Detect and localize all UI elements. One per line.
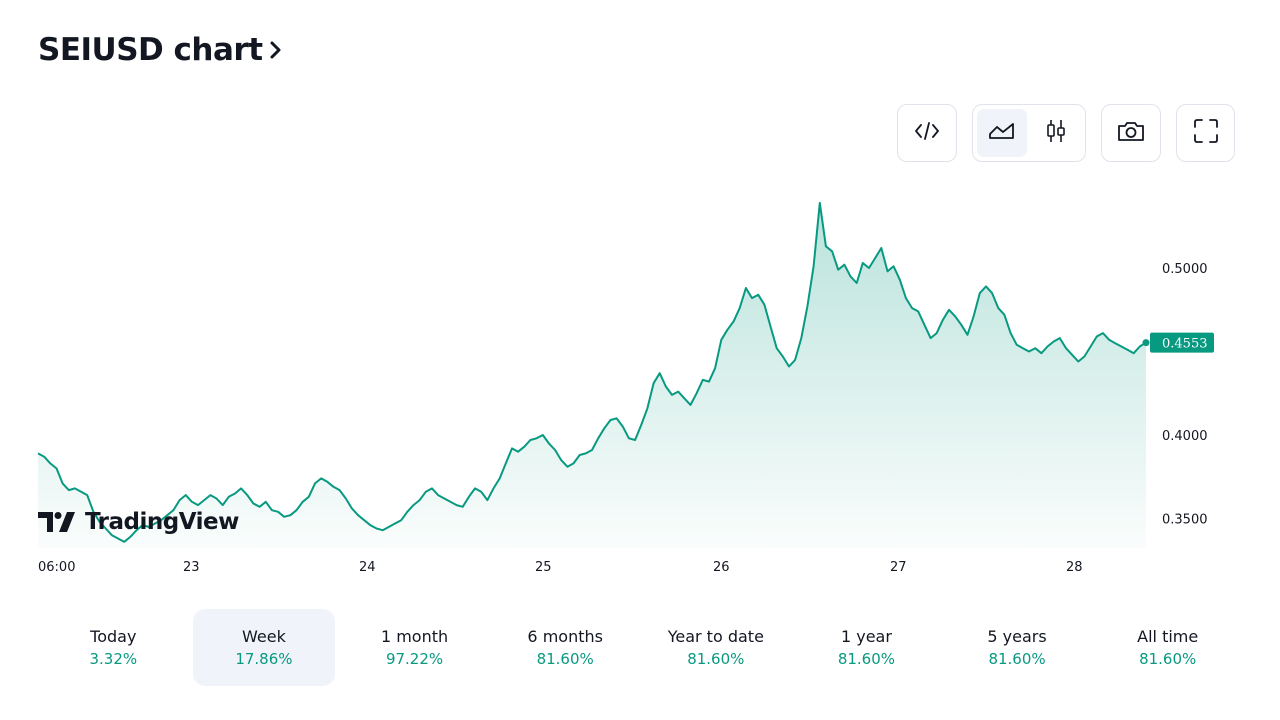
period-label: 5 years — [987, 626, 1047, 646]
x-tick-label: 23 — [183, 560, 200, 575]
area-fill — [38, 202, 1146, 548]
period-tab[interactable]: All time 81.60% — [1096, 609, 1239, 686]
chart-title-link[interactable]: SEIUSD chart — [38, 32, 283, 68]
period-label: 6 months — [527, 626, 603, 646]
period-change-value: 17.86% — [235, 649, 293, 668]
watermark-text: TradingView — [85, 509, 239, 535]
series-line — [37, 201, 1147, 543]
period-change-value: 97.22% — [385, 649, 444, 668]
period-label: Week — [242, 626, 286, 646]
chart-type-toggle — [972, 104, 1086, 162]
period-tab[interactable]: Today 3.32% — [42, 609, 185, 686]
last-price-label: 0.4553 — [1162, 337, 1208, 352]
period-tab[interactable]: 1 month 97.22% — [343, 609, 486, 686]
period-label: 1 year — [840, 626, 892, 646]
x-tick-label: 25 — [535, 560, 552, 575]
period-tab[interactable]: 6 months 81.60% — [494, 609, 637, 686]
period-tab[interactable]: 5 years 81.60% — [946, 609, 1089, 686]
camera-icon — [1116, 119, 1146, 147]
period-label: Year to date — [667, 626, 764, 646]
period-tab[interactable]: Year to date 81.60% — [645, 609, 788, 686]
candlestick-icon — [1045, 118, 1067, 148]
period-label: Today — [90, 626, 137, 646]
x-tick-label: 06:00 — [38, 560, 75, 575]
y-tick-label: 0.5000 — [1162, 262, 1208, 277]
period-change-value: 3.32% — [89, 649, 138, 668]
page-title: SEIUSD chart — [38, 32, 263, 68]
period-change-value: 81.60% — [988, 649, 1046, 668]
fullscreen-button[interactable] — [1176, 104, 1235, 162]
candlestick-button[interactable] — [1031, 109, 1081, 157]
embed-button[interactable] — [897, 104, 957, 162]
area-chart-button[interactable] — [977, 109, 1027, 157]
period-tab[interactable]: Week 17.86% — [192, 609, 336, 686]
period-label: All time — [1137, 626, 1199, 646]
snapshot-button[interactable] — [1101, 104, 1161, 162]
period-change-value: 81.60% — [837, 649, 896, 668]
area-chart-icon — [988, 121, 1016, 145]
x-tick-label: 26 — [713, 560, 730, 575]
tradingview-logo-icon — [38, 512, 75, 532]
chevron-right-icon — [269, 40, 283, 60]
x-tick-label: 27 — [890, 560, 907, 575]
y-tick-label: 0.4000 — [1162, 429, 1208, 444]
period-label: 1 month — [380, 626, 449, 646]
period-change-value: 81.60% — [1139, 649, 1197, 668]
last-price-dot — [1142, 339, 1150, 347]
period-change-value: 81.60% — [687, 649, 745, 668]
x-tick-label: 24 — [359, 560, 376, 575]
period-change-value: 81.60% — [536, 649, 594, 668]
embed-code-icon — [914, 121, 940, 145]
fullscreen-icon — [1193, 118, 1219, 148]
price-chart[interactable]: 0.5000 0.4000 0.3500 06:00 23 24 25 26 27 28 0.455… — [0, 170, 1280, 590]
y-tick-label: 0.3500 — [1162, 513, 1208, 528]
last-price-tag — [1150, 332, 1214, 353]
area-chart-svg[interactable]: 0.5000 0.4000 0.3500 06:00 23 24 25 26 27 28 0.455… — [0, 170, 1280, 590]
x-tick-label: 28 — [1066, 560, 1083, 575]
period-selector: Today 3.32% Week 17.86% 1 month 97.22% 6 month… — [38, 609, 1243, 686]
tradingview-watermark: TradingView — [38, 509, 239, 535]
period-tab[interactable]: 1 year 81.60% — [795, 609, 938, 686]
